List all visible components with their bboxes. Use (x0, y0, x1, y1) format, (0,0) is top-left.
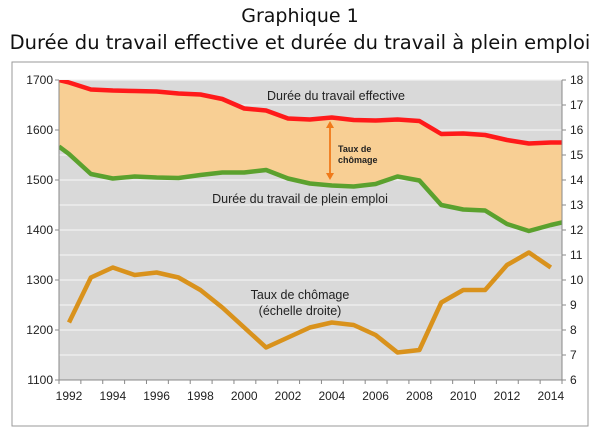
right-tick-label: 15 (570, 148, 584, 162)
right-tick-label: 10 (570, 273, 584, 287)
gap-arrow-head-up (326, 121, 334, 128)
right-tick-label: 9 (570, 298, 577, 312)
x-tick-label: 2004 (318, 389, 345, 403)
x-tick-label: 1994 (99, 389, 126, 403)
gap-arrow (326, 121, 334, 180)
x-tick-label: 2006 (362, 389, 389, 403)
gap-arrow-head-down (326, 173, 334, 180)
label-gap-1: Taux de (338, 144, 371, 154)
right-tick-label: 16 (570, 123, 584, 137)
gap-area (59, 80, 562, 231)
left-tick-label: 1100 (27, 373, 53, 387)
right-tick-label: 7 (570, 348, 577, 362)
left-tick-label: 1500 (26, 173, 53, 187)
label-unemployment-2: (échelle droite) (259, 304, 342, 318)
label-gap-2: chômage (338, 155, 378, 165)
right-tick-label: 12 (570, 223, 584, 237)
right-tick-label: 11 (570, 248, 583, 262)
label-plein-emploi: Durée du travail de plein emploi (212, 192, 388, 206)
x-tick-label: 2014 (537, 389, 564, 403)
x-tick-label: 1996 (143, 389, 170, 403)
x-tick-label: 1992 (56, 389, 83, 403)
series-line-effective (59, 80, 562, 146)
label-effective: Durée du travail effective (267, 89, 405, 103)
right-tick-label: 14 (570, 173, 584, 187)
left-tick-label: 1300 (26, 273, 53, 287)
left-tick-label: 1700 (26, 73, 53, 87)
series-line-plein-emploi (59, 144, 562, 234)
right-tick-label: 17 (570, 98, 584, 112)
x-tick-label: 2000 (231, 389, 258, 403)
x-tick-label: 2010 (450, 389, 477, 403)
label-unemployment-1: Taux de chômage (251, 288, 350, 302)
chart-title: Graphique 1 (241, 5, 359, 27)
x-tick-label: 2002 (275, 389, 302, 403)
x-tick-label: 2012 (494, 389, 521, 403)
series-line-unemployment (66, 250, 553, 355)
x-tick-label: 1998 (187, 389, 214, 403)
chart-subtitle: Durée du travail effective et durée du t… (9, 31, 591, 54)
right-tick-label: 13 (570, 198, 584, 212)
x-tick-label: 2008 (406, 389, 433, 403)
left-tick-label: 1200 (26, 323, 53, 337)
right-tick-label: 18 (570, 73, 584, 87)
left-tick-label: 1400 (26, 223, 53, 237)
right-tick-label: 8 (570, 323, 577, 337)
right-tick-label: 6 (570, 373, 577, 387)
left-tick-label: 1600 (26, 123, 53, 137)
